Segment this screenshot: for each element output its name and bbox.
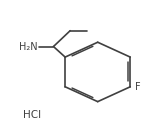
Text: F: F — [135, 82, 141, 92]
Text: HCl: HCl — [23, 110, 42, 120]
Text: H₂N: H₂N — [19, 42, 38, 51]
